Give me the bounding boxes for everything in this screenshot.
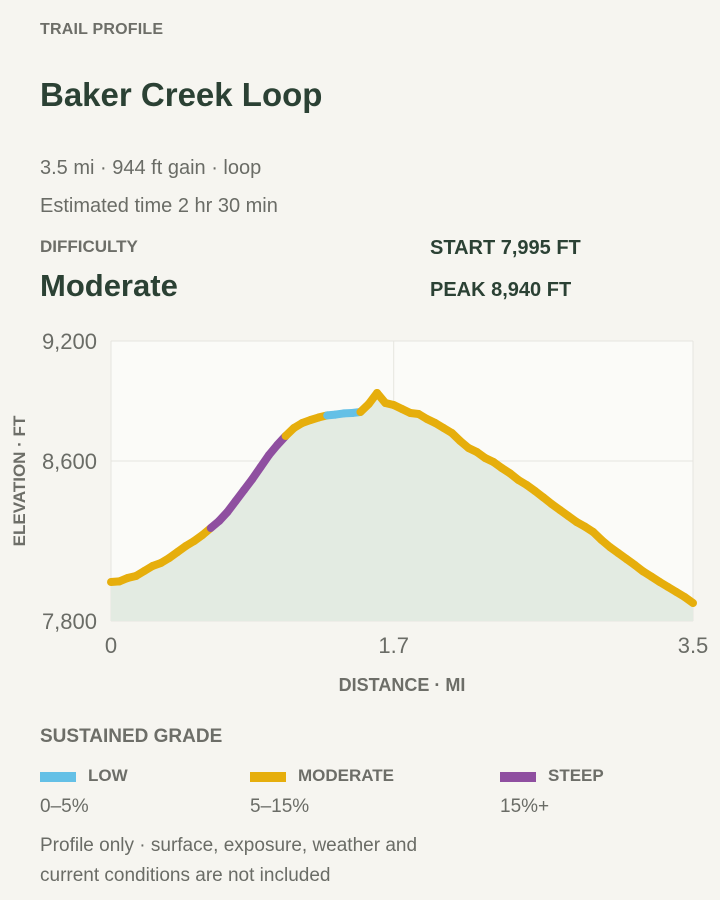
legend-swatch-low — [40, 772, 76, 782]
difficulty-value: Moderate — [40, 268, 178, 303]
legend-range-steep: 15%+ — [500, 796, 550, 817]
y-tick-label: 7,800 — [42, 609, 97, 634]
peak-elevation: PEAK 8,940 FT — [430, 279, 572, 301]
section-eyebrow: TRAIL PROFILE — [40, 21, 164, 38]
difficulty-label: DIFFICULTY — [40, 237, 138, 256]
y-axis-label: ELEVATION · FT — [10, 415, 29, 546]
legend-label-moderate: MODERATE — [298, 766, 395, 785]
estimated-time: Estimated time 2 hr 30 min — [40, 195, 278, 217]
profile-footnote: Profile only · surface, exposure, weathe… — [40, 835, 418, 886]
legend-range-low: 0–5% — [40, 796, 89, 817]
x-tick-label: 1.7 — [378, 633, 409, 658]
x-tick-label: 3.5 — [678, 633, 709, 658]
trail-summary: 3.5 mi · 944 ft gain · loop — [40, 157, 262, 179]
x-tick-label: 0 — [105, 633, 117, 658]
elevation-profile-chart: 7,800 8,600 9,200 0 1.7 3.5 DISTANCE · MI ELEVA… — [10, 329, 709, 695]
legend-label-steep: STEEP — [548, 766, 604, 785]
x-axis-label: DISTANCE · MI — [339, 675, 466, 695]
legend-title: SUSTAINED GRADE — [40, 726, 223, 747]
legend-swatch-steep — [500, 772, 536, 782]
trail-title: Baker Creek Loop — [40, 76, 323, 113]
start-elevation: START 7,995 FT — [430, 237, 581, 259]
legend-label-low: LOW — [88, 766, 128, 785]
legend-swatch-moderate — [250, 772, 286, 782]
elevation-area — [111, 393, 693, 621]
profile-segment-moderate — [680, 593, 697, 607]
y-tick-label: 9,200 — [42, 329, 97, 354]
y-tick-label: 8,600 — [42, 449, 97, 474]
legend-range-moderate: 5–15% — [250, 796, 310, 817]
